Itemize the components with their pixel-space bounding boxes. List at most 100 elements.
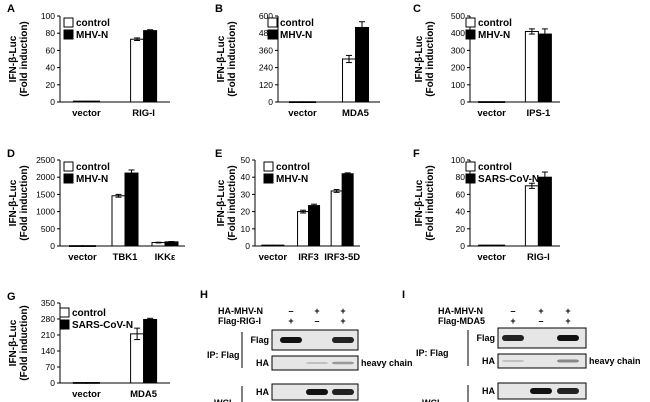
y-tick-label-b: 600 [259,11,273,21]
y-tick-label-d: 500 [41,224,55,234]
blot-sign-h: – [314,316,319,326]
blot-band-i [557,359,579,363]
legend-label-a: MHV-N [76,30,108,41]
panel-letter-d: D [7,148,15,160]
ip-flag-label-h: IP: Flag [207,350,240,360]
blot-band-h [332,389,354,395]
blot-sign-h: – [288,306,293,316]
y-axis-label-f: IFN-β-Luc [414,179,425,226]
category-label-e: IRF3-5D [324,252,360,263]
blot-sign-i: – [510,306,515,316]
blot-band-i [557,388,579,394]
y-tick-label-f: 60 [456,189,466,199]
y-tick-label-g: 280 [41,314,55,324]
y-axis-label-e: (Fold induction) [227,165,238,241]
legend-swatch-a [63,29,74,40]
blot-panel-i [497,353,587,369]
y-tick-label-e: 30 [241,189,251,199]
category-label-e: IRF3 [298,252,319,263]
category-label-g: vector [72,389,101,400]
blot-band-i [530,388,552,394]
y-axis-label-a: IFN-β-Luc [8,35,19,82]
blot-band-h [306,389,328,395]
y-tick-label-f: 20 [456,224,466,234]
wcl-label-h: WCL [214,398,235,402]
y-tick-label-g: 140 [41,346,55,356]
blot-panel-h [271,329,359,351]
y-tick-label-a: 40 [46,63,56,73]
bar-d-control-tbk1 [111,195,126,247]
blot-row-label-i: HA-MHV-N [438,306,483,316]
bar-b-control-vector [288,101,303,104]
bar-d-control-vector [69,245,83,247]
panel-letter-g: G [7,291,16,303]
category-label-d: IKKε [155,252,176,263]
heavy-chain-label-h: heavy chain [361,358,413,368]
legend-label-f: control [478,162,512,173]
panel-letter-h: H [200,289,208,301]
y-tick-label-b: 360 [259,45,273,55]
y-tick-label-b: 240 [259,63,273,73]
bar-g-control-vector [72,382,87,384]
legend-label-b: MHV-N [280,30,312,41]
bar-d-mhv-n-tbk1 [124,172,139,247]
y-tick-label-c: 300 [451,45,465,55]
band-label-i: HA [482,356,495,366]
heavy-chain-label-i: heavy chain [589,356,641,366]
band-label-i: HA [482,386,495,396]
category-label-d: vector [68,252,97,263]
legend-swatch-b [267,17,278,28]
y-tick-label-b: 120 [259,80,273,90]
y-axis-label-a: (Fold induction) [19,21,30,97]
legend-swatch-e [263,173,274,184]
y-axis-label-d: IFN-β-Luc [8,179,19,226]
y-tick-label-d: 1000 [36,207,55,217]
blot-sign-i: + [510,316,515,326]
blot-sign-i: + [565,306,570,316]
bar-b-mhv-n-mda5 [355,26,370,103]
legend-swatch-f [465,161,476,172]
panel-letter-e: E [215,148,222,160]
blot-sign-h: + [314,306,319,316]
bar-a-control-vector [72,100,87,103]
bar-a-mhv-n-rig-i [143,30,158,103]
legend-swatch-g [59,307,70,318]
bar-b-mhv-n-vector [301,101,316,104]
bar-g-sars-cov-n-vector [85,382,100,384]
category-label-a: vector [72,108,101,119]
legend-label-b: control [280,18,314,29]
legend-swatch-e [263,161,274,172]
category-label-c: vector [477,108,506,119]
legend-swatch-f [465,173,476,184]
y-tick-label-g: 350 [41,298,55,308]
bar-c-control-vector [478,101,493,103]
bar-e-mhv-n-vector [272,244,285,247]
blot-sign-i: + [538,306,543,316]
bar-f-control-rig-i [524,185,539,247]
bar-d-mhv-n-vector [82,245,96,247]
band-label-h: HA [256,358,269,368]
y-tick-label-d: 0 [50,241,55,251]
y-tick-label-a: 20 [46,80,56,90]
y-tick-label-f: 40 [456,207,466,217]
category-label-a: RIG-I [132,108,155,119]
legend-swatch-d [63,173,74,184]
y-axis-label-b: IFN-β-Luc [216,35,227,82]
y-tick-label-g: 70 [46,362,56,372]
y-tick-label-d: 2000 [36,172,55,182]
bar-e-control-vector [261,244,274,247]
y-tick-label-f: 100 [451,155,465,165]
blot-row-label-h: Flag-RIG-I [218,316,261,326]
bar-g-control-mda5 [130,333,145,384]
y-tick-label-e: 40 [241,172,251,182]
y-tick-label-e: 10 [241,224,251,234]
blot-band-h [280,337,302,343]
y-tick-label-f: 80 [456,172,466,182]
panel-letter-f: F [413,148,420,160]
legend-label-c: MHV-N [478,30,510,41]
blot-band-h [332,361,354,365]
bar-a-control-rig-i [130,38,145,103]
y-axis-label-f: (Fold induction) [425,165,436,241]
y-tick-label-c: 0 [460,97,465,107]
